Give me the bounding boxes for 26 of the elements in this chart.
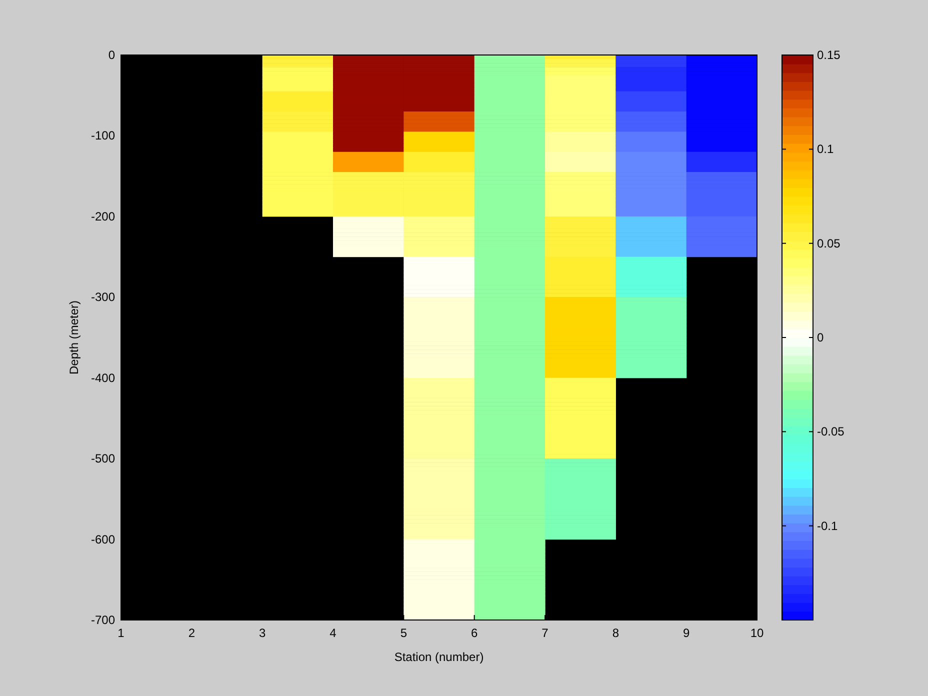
- y-tick-label: -300: [90, 290, 116, 304]
- y-tick-label: -700: [90, 613, 116, 627]
- x-tick-label: 4: [330, 626, 337, 640]
- y-tick-label: -500: [90, 452, 116, 466]
- color-bar-label: 0.05: [817, 236, 841, 250]
- color-bar-label: 0.15: [817, 48, 841, 62]
- color-bar-label: 0.1: [817, 142, 834, 156]
- x-tick-label: 1: [118, 626, 125, 640]
- color-bar-label: -0.1: [817, 518, 838, 533]
- y-tick-label: -200: [90, 209, 116, 224]
- y-tick-label: -100: [90, 128, 116, 143]
- x-tick-label: 10: [750, 626, 764, 640]
- x-tick-label: 6: [470, 626, 478, 640]
- x-tick-label: 5: [400, 626, 408, 640]
- x-axis-title: Station (number): [394, 650, 484, 664]
- y-tick-label: -600: [90, 532, 116, 546]
- y-tick-label: 0: [108, 48, 116, 62]
- y-axis-title: Depth (meter): [67, 300, 81, 375]
- y-tick-label: -400: [90, 370, 116, 385]
- x-tick-label: 7: [542, 626, 549, 640]
- x-tick-label: 3: [258, 626, 266, 640]
- x-tick-label: 8: [612, 626, 620, 640]
- x-tick-label: 9: [682, 626, 690, 640]
- x-tick-label: 2: [188, 626, 196, 640]
- color-bar-label: -0.05: [817, 424, 845, 439]
- color-bar-label: 0: [817, 330, 824, 344]
